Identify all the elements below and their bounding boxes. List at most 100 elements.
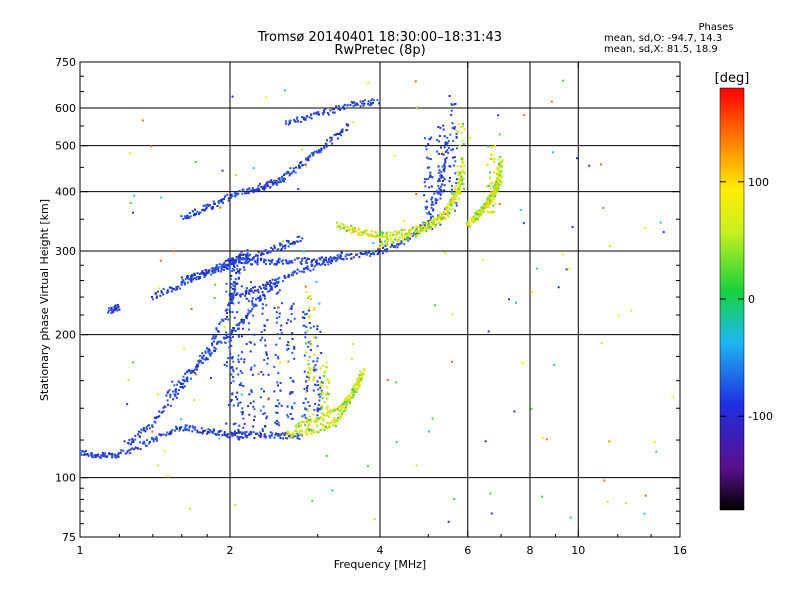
data-point-x [438,217,441,220]
data-point-o [237,404,240,407]
data-point-o [330,262,333,265]
data-point-o [230,399,233,401]
data-point-x [415,225,418,228]
data-point-o [259,409,262,412]
data-point-o [252,405,255,408]
data-point-o [236,270,239,273]
data-point-o [424,206,427,208]
data-point-o [350,257,353,260]
data-point-o [189,275,192,278]
data-point-x [410,228,413,231]
data-point-o [157,290,160,293]
data-point-o [280,260,283,263]
data-point-x [497,185,500,187]
data-point-o [224,259,227,262]
data-point-o [127,442,130,445]
data-point-x [321,365,324,368]
data-point-o [439,193,442,196]
data-point-noise [133,194,136,197]
data-point-o [248,289,251,292]
data-point-x [295,430,298,433]
data-point-o [90,452,93,455]
data-point-o [179,386,182,389]
data-point-o [228,267,231,270]
data-point-x [453,196,456,199]
data-point-o [301,259,304,262]
data-point-x [428,220,431,223]
data-point-x [344,406,347,409]
data-point-x [450,200,453,203]
data-point-o [287,318,290,321]
data-point-o [270,285,272,288]
data-point-x [347,400,350,403]
data-point-noise [129,202,132,204]
data-point-o [389,245,392,248]
data-point-o [341,258,344,261]
data-point-o [259,298,261,301]
data-point-o [169,396,172,399]
data-point-o [352,105,355,108]
data-point-o [278,315,281,318]
data-point-o [288,262,290,265]
data-point-o [260,371,263,373]
data-point-o [140,428,143,431]
data-point-o [438,191,441,194]
data-point-o [237,258,240,261]
data-point-x [471,219,474,222]
data-point-o [453,127,456,130]
data-point-o [286,405,289,408]
data-point-x [363,369,366,372]
data-point-noise [606,500,609,503]
data-point-o [242,188,245,191]
data-point-o [305,380,308,383]
data-point-o [277,181,280,184]
data-point-o [455,204,458,207]
data-point-o [285,172,288,175]
data-point-o [246,258,249,261]
data-point-o [275,281,278,284]
data-point-o [318,376,321,379]
data-point-o [137,433,140,436]
data-point-x [300,424,303,427]
data-point-x [456,192,459,195]
data-point-x [368,233,371,236]
data-point-o [229,336,232,339]
data-point-x [408,231,411,234]
data-point-o [303,414,306,417]
data-point-o [209,349,212,352]
data-point-x [431,220,434,223]
data-point-x [490,195,493,198]
data-point-o [220,341,223,344]
data-point-o [104,452,107,455]
data-point-o [385,250,388,253]
data-point-o [230,283,233,286]
data-point-o [243,422,246,425]
data-point-noise [210,377,212,379]
data-point-o [279,242,281,245]
data-point-noise [334,425,337,428]
data-point-o [291,171,294,173]
data-point-o [230,193,233,196]
data-point-noise [213,297,216,300]
data-point-o [152,440,155,443]
data-point-o [240,293,243,296]
x-tick-label: 8 [527,544,534,557]
data-point-x [351,226,354,229]
data-point-x [306,329,309,332]
data-point-o [250,290,253,293]
data-point-o [162,293,165,296]
data-point-o [215,327,218,330]
data-point-x [328,426,331,429]
data-point-o [243,361,246,364]
data-point-x [386,240,389,242]
data-point-x [394,230,397,233]
data-point-o [274,282,277,284]
data-point-o [305,325,308,328]
data-point-o [228,266,231,269]
data-point-o [276,261,279,264]
data-point-o [200,272,203,275]
data-point-o [254,303,257,306]
data-point-o [428,211,430,214]
data-point-o [222,198,225,201]
data-point-o [140,431,142,434]
